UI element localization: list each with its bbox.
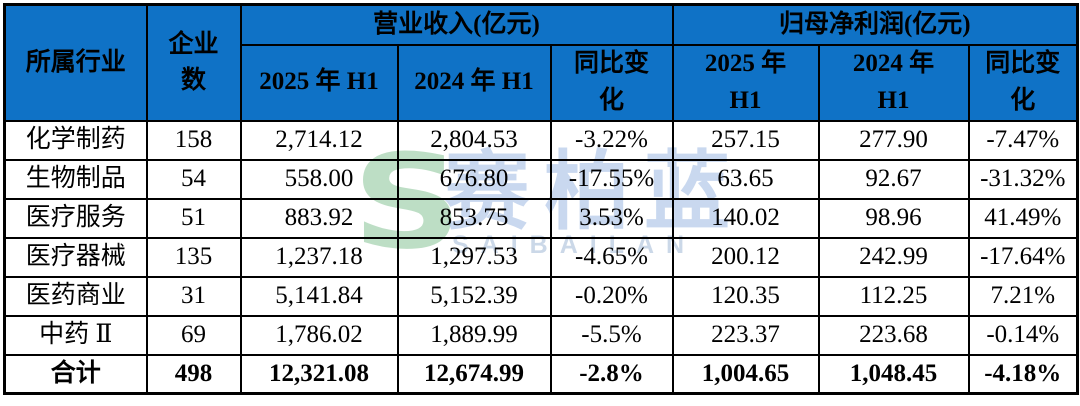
col-header-np-2024h1: 2024 年 H1: [817, 43, 970, 122]
header-group-row: 所属行业 企业 数 营业收入(亿元) 归母净利润(亿元): [3, 3, 1079, 122]
cell-np-yoy: 7.21%: [967, 275, 1079, 317]
cell-company-count: 498: [145, 353, 242, 395]
cell-rev-yoy: -5.5%: [549, 314, 674, 356]
cell-np-2025: 63.65: [671, 158, 820, 200]
table-header: 所属行业 企业 数 营业收入(亿元) 归母净利润(亿元) 2025 年 H1 2…: [3, 3, 1079, 122]
col-header-rev-yoy: 同比变 化: [549, 43, 674, 122]
cell-np-yoy: -7.47%: [967, 119, 1079, 161]
cell-np-2024: 223.68: [817, 314, 970, 356]
cell-rev-yoy: -2.8%: [549, 353, 674, 395]
cell-company-count: 51: [145, 197, 242, 239]
cell-company-count: 158: [145, 119, 242, 161]
header-sub-row: 2025 年 H1 2024 年 H1 同比变 化 2025 年 H1 2024…: [5, 43, 1079, 122]
cell-np-2025: 120.35: [671, 275, 820, 317]
cell-np-2024: 1,048.45: [817, 353, 970, 395]
cell-rev-yoy: 3.53%: [549, 197, 674, 239]
col-header-np-2025h1: 2025 年 H1: [671, 43, 820, 122]
table-row: 化学制药 158 2,714.12 2,804.53 -3.22% 257.15…: [3, 119, 1079, 161]
cell-np-2025: 257.15: [671, 119, 820, 161]
cell-rev-2025: 2,714.12: [239, 119, 399, 161]
cell-company-count: 54: [145, 158, 242, 200]
cell-rev-2025: 1,786.02: [239, 314, 399, 356]
cell-rev-2025: 1,237.18: [239, 236, 399, 278]
cell-rev-2024: 676.80: [396, 158, 552, 200]
cell-industry: 化学制药: [3, 119, 148, 161]
cell-rev-2025: 883.92: [239, 197, 399, 239]
cell-np-yoy: -0.14%: [967, 314, 1079, 356]
col-header-np-yoy: 同比变 化: [967, 43, 1079, 122]
industry-financials-table: 所属行业 企业 数 营业收入(亿元) 归母净利润(亿元) 2025 年 H1 2…: [3, 3, 1080, 395]
cell-rev-2024: 1,297.53: [396, 236, 552, 278]
table-row: 医疗器械 135 1,237.18 1,297.53 -4.65% 200.12…: [3, 236, 1079, 278]
col-header-rev-2025h1: 2025 年 H1: [239, 43, 399, 122]
cell-np-yoy: 41.49%: [967, 197, 1079, 239]
cell-company-count: 69: [145, 314, 242, 356]
cell-np-yoy: -31.32%: [967, 158, 1079, 200]
cell-np-yoy: -4.18%: [967, 353, 1079, 395]
cell-rev-yoy: -3.22%: [549, 119, 674, 161]
cell-np-2024: 242.99: [817, 236, 970, 278]
cell-industry: 生物制品: [3, 158, 148, 200]
cell-rev-2024: 12,674.99: [396, 353, 552, 395]
cell-rev-2025: 5,141.84: [239, 275, 399, 317]
cell-company-count: 135: [145, 236, 242, 278]
cell-industry: 中药 Ⅱ: [3, 314, 148, 356]
cell-industry: 合计: [3, 353, 148, 395]
cell-rev-yoy: -0.20%: [549, 275, 674, 317]
cell-rev-2025: 12,321.08: [239, 353, 399, 395]
cell-np-2025: 1,004.65: [671, 353, 820, 395]
col-group-revenue: 营业收入(亿元): [239, 3, 674, 46]
cell-rev-2024: 1,889.99: [396, 314, 552, 356]
table-total-row: 合计 498 12,321.08 12,674.99 -2.8% 1,004.6…: [3, 353, 1079, 395]
col-header-rev-2024h1: 2024 年 H1: [396, 43, 552, 122]
cell-np-2025: 223.37: [671, 314, 820, 356]
cell-rev-2024: 2,804.53: [396, 119, 552, 161]
cell-rev-2024: 5,152.39: [396, 275, 552, 317]
cell-np-2024: 277.90: [817, 119, 970, 161]
cell-rev-yoy: -17.55%: [549, 158, 674, 200]
table-row: 中药 Ⅱ 69 1,786.02 1,889.99 -5.5% 223.37 2…: [3, 314, 1079, 356]
cell-np-2025: 140.02: [671, 197, 820, 239]
table-row: 医药商业 31 5,141.84 5,152.39 -0.20% 120.35 …: [3, 275, 1079, 317]
cell-industry: 医疗器械: [3, 236, 148, 278]
cell-rev-yoy: -4.65%: [549, 236, 674, 278]
cell-np-2024: 92.67: [817, 158, 970, 200]
cell-np-yoy: -17.64%: [967, 236, 1079, 278]
col-group-net-profit: 归母净利润(亿元): [671, 3, 1079, 46]
cell-np-2024: 112.25: [817, 275, 970, 317]
cell-np-2024: 98.96: [817, 197, 970, 239]
cell-np-2025: 200.12: [671, 236, 820, 278]
table-row: 医疗服务 51 883.92 853.75 3.53% 140.02 98.96…: [3, 197, 1079, 239]
col-header-industry: 所属行业: [3, 3, 148, 122]
col-header-company-count: 企业 数: [145, 3, 242, 122]
cell-rev-2024: 853.75: [396, 197, 552, 239]
cell-industry: 医疗服务: [3, 197, 148, 239]
cell-industry: 医药商业: [3, 275, 148, 317]
cell-rev-2025: 558.00: [239, 158, 399, 200]
table-row: 生物制品 54 558.00 676.80 -17.55% 63.65 92.6…: [3, 158, 1079, 200]
table-body: 化学制药 158 2,714.12 2,804.53 -3.22% 257.15…: [3, 119, 1079, 395]
cell-company-count: 31: [145, 275, 242, 317]
